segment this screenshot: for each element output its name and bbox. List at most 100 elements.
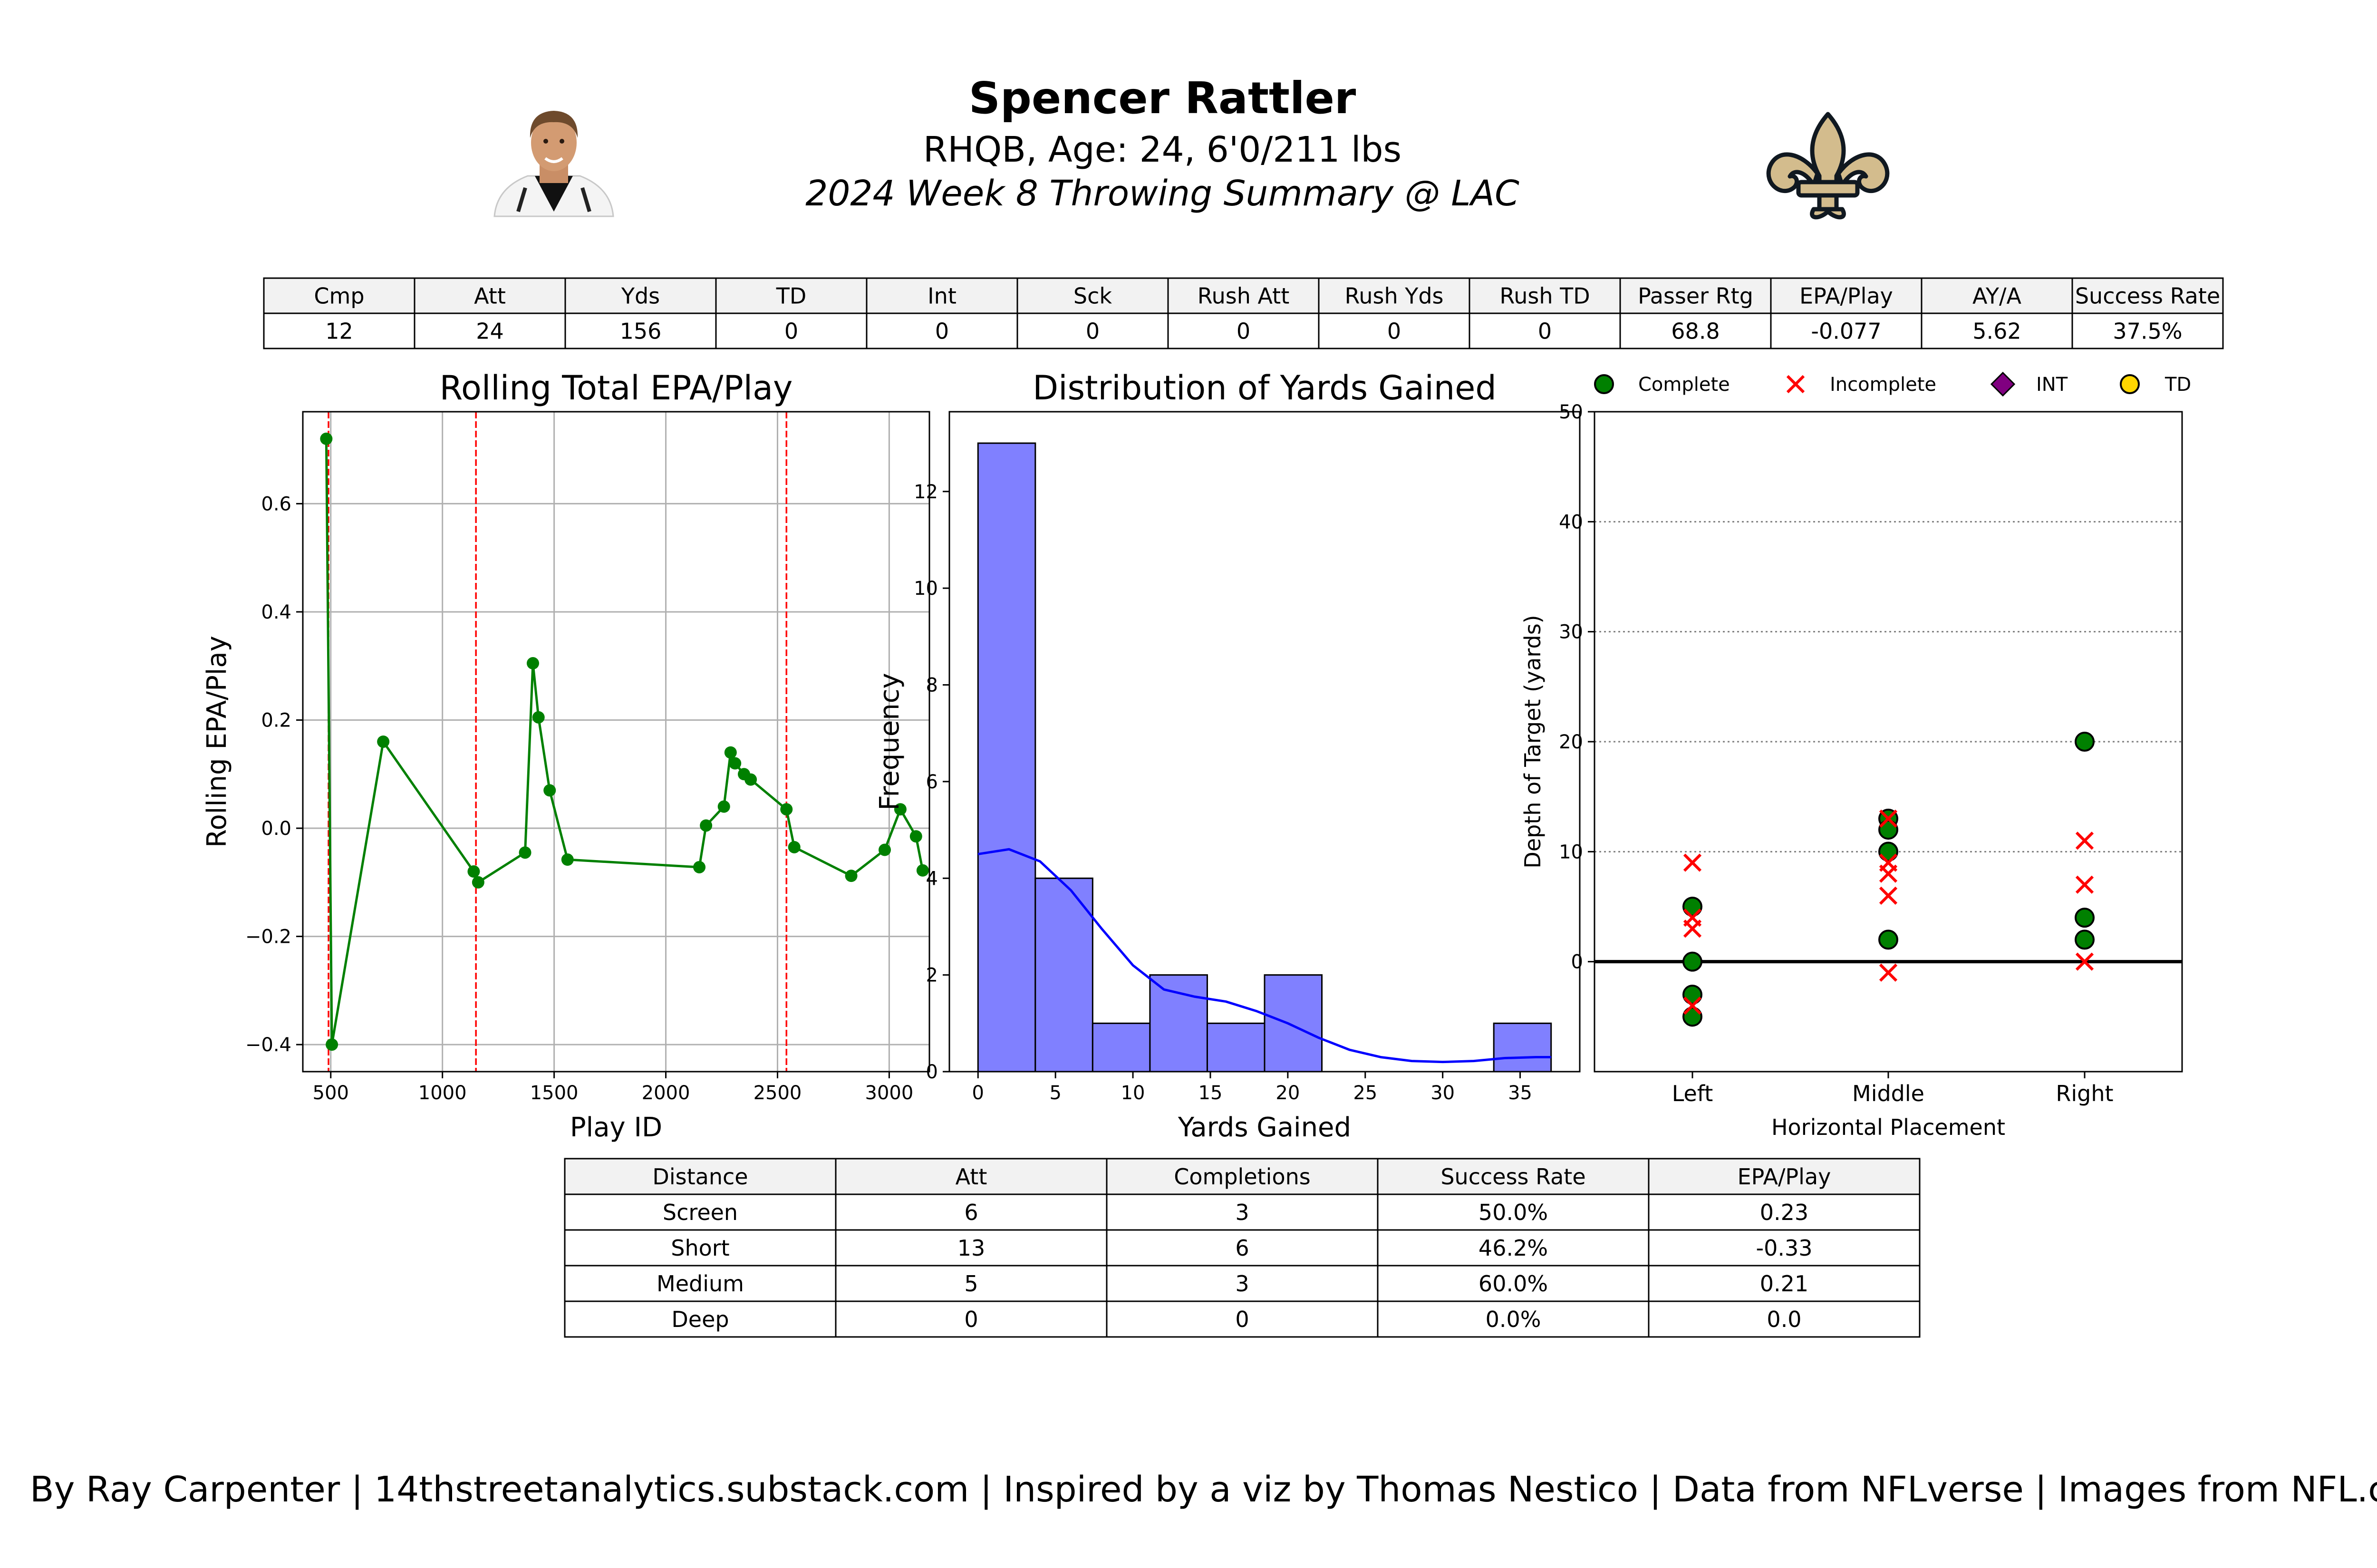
distance_table-cell-value: 0.21 [1760,1271,1808,1297]
incomplete-pass-marker [1879,864,1898,883]
distance_table-cell-value: 6 [964,1200,978,1225]
hist-x-tick-label: 35 [1508,1082,1532,1104]
game-subtitle: 2024 Week 8 Throwing Summary @ LAC [805,173,1519,214]
histogram-bar [1092,1022,1151,1073]
hist-plot-frame [948,411,1581,1073]
distance_table-cell [1648,1265,1921,1302]
epa-x-tick-label: 3000 [865,1082,914,1104]
legend-incomplete-label: Incomplete [1830,374,1936,396]
stats_table-cell-value: 37.5% [2113,318,2182,344]
yards-distribution-chart: 0 5 10 15 20 25 30 35 0 2 4 6 8 10 12 Distribution of Y… [874,368,1581,1143]
stats_table-cell-value: 0 [1387,318,1401,344]
stats_table-cell-value: 156 [620,318,662,344]
stats_table-header-label: AY/A [1972,283,2021,309]
hist-x-tick-label: 0 [972,1082,984,1104]
hist-y-tick-label: 0 [926,1061,938,1083]
stats_table-header-label: Cmp [314,283,364,309]
epa-x-tick-label: 1000 [418,1082,467,1104]
hist-x-tick-label: 20 [1275,1082,1300,1104]
histogram-bar [1206,1022,1266,1073]
incomplete-pass-marker [1683,920,1702,938]
distance_table-cell-value: 0 [1235,1307,1249,1332]
scatter-x-axis-label: Horizontal Placement [1771,1114,2005,1140]
stats_table-header-cell [263,277,415,314]
distance_table-header-label: Att [956,1164,987,1190]
epa-y-tick-label: 0.0 [261,818,291,840]
distance_table-cell [835,1229,1108,1267]
complete-pass-marker [1682,951,1702,972]
scatter-x-tick-label: Middle [1852,1081,1924,1106]
histogram-bar [977,442,1036,1073]
stats_table-header-label: Yds [621,283,660,309]
hist-x-axis-label: Yards Gained [1178,1112,1351,1143]
stats_table-cell [1619,312,1772,349]
distance_table-cell-value: 3 [1235,1271,1249,1297]
distance_table-cell-value: 0 [964,1307,978,1332]
distance_table-header-cell [1648,1158,1921,1195]
distance_table-cell [1377,1300,1650,1338]
stats_table-cell-value: 0 [1237,318,1250,344]
legend-complete-marker [1594,374,1614,394]
epa-point [729,757,742,770]
distance_table-cell [1106,1300,1379,1338]
distance_table-cell-value: -0.33 [1756,1235,1812,1261]
scatter-x-tick-label: Right [2056,1081,2113,1106]
stats_table-cell [1770,312,1923,349]
stats_table-header-label: TD [776,283,807,309]
epa-point [467,865,480,878]
stats_table-header-cell [2071,277,2224,314]
incomplete-pass-marker [1879,886,1898,905]
epa-point [532,711,545,724]
distance_table-header-cell [835,1158,1108,1195]
stats_table-cell-value: 0 [935,318,949,344]
distance_table-header-label: Distance [652,1164,748,1190]
distance_table-cell [564,1193,837,1231]
legend-incomplete-marker [1786,375,1805,394]
epa-point [916,864,929,877]
distance_table-cell-value: 0.23 [1760,1200,1808,1225]
distance_table-cell [1377,1193,1650,1231]
stats_table-cell [1016,312,1169,349]
distance_table-cell-value: 60.0% [1478,1271,1548,1297]
stats_table-header-label: Sck [1073,283,1112,309]
complete-pass-marker [2075,908,2095,928]
epa-point [700,819,713,832]
epa-y-tick-label: 0.2 [261,709,291,731]
hist-y-tick-label: 6 [926,771,938,793]
stats_table-cell-value: -0.077 [1811,318,1881,344]
scatter-y-tick-label: 10 [1559,841,1583,863]
scatter-y-tick-label: 50 [1559,401,1583,423]
epa-point [780,803,793,816]
player-name: Spencer Rattler [969,73,1356,124]
distance_table-cell [1377,1229,1650,1267]
stats-table: Cmp Att Yds TD Int Sck Rush Att Rush Yds Rush TD… [263,277,2224,349]
player-bio: RHQB, Age: 24, 6'0/211 lbs [923,129,1401,170]
stats_table-cell-value: 12 [325,318,353,344]
legend-int-label: INT [2036,374,2068,396]
epa-point [894,803,907,816]
distance-table: Distance Att Completions Success Rate EPA/Pl… [564,1158,1921,1338]
epa-point [326,1038,338,1051]
epa-chart-title: Rolling Total EPA/Play [440,368,793,407]
distance_table-cell-value: Short [671,1235,729,1261]
distance_table-cell-value: 5 [964,1271,978,1297]
epa-point [845,870,858,882]
distance_table-cell-value: 3 [1235,1200,1249,1225]
hist-x-tick-label: 15 [1198,1082,1223,1104]
stats_table-header-label: Att [474,283,506,309]
complete-pass-marker [1878,929,1898,950]
hist-y-tick-label: 10 [914,578,938,600]
epa-y-tick-label: −0.4 [245,1034,291,1056]
epa-plot-frame [302,411,930,1073]
epa-point [909,830,922,843]
footer-credits: By Ray Carpenter | 14thstreetanalytics.s… [30,1469,2377,1510]
distance_table-cell [1377,1265,1650,1302]
scatter-y-tick-label: 40 [1559,511,1583,533]
histogram-bar [1264,974,1323,1073]
epa-series-line [325,438,924,1045]
complete-pass-marker [2075,929,2095,950]
hist-y-tick-label: 12 [914,481,938,503]
stats_table-cell [1469,312,1621,349]
epa-point [526,657,539,670]
